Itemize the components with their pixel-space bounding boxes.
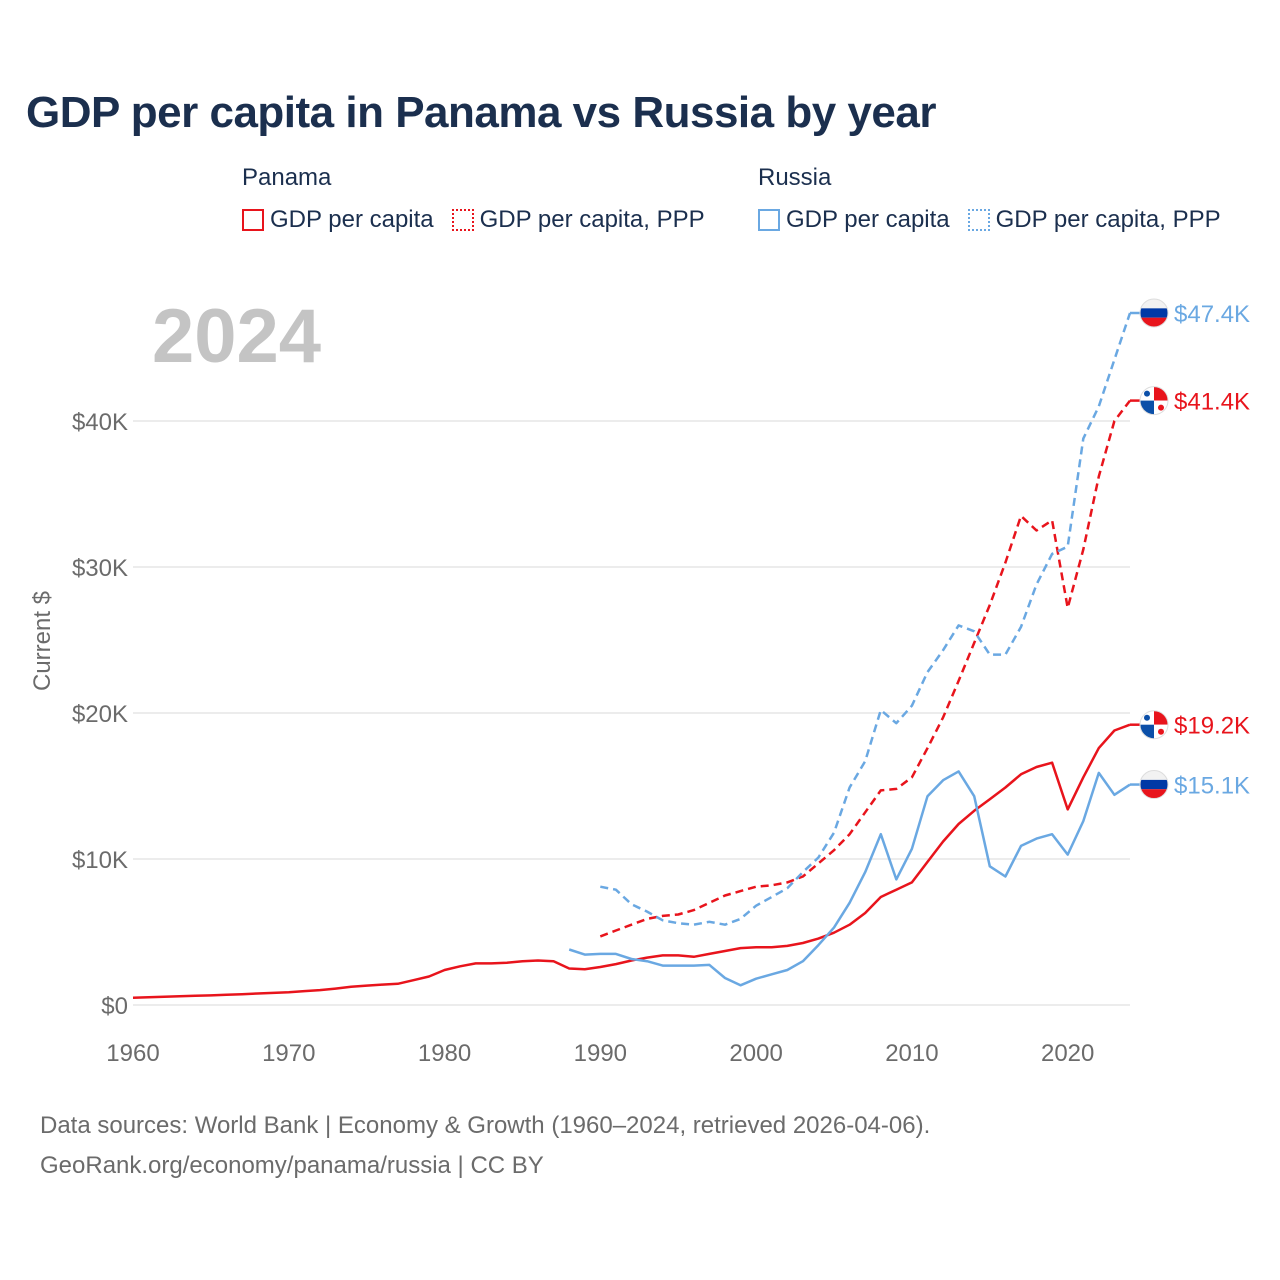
russia-flag bbox=[1139, 770, 1169, 800]
legend-panama-label: Panama bbox=[242, 164, 332, 191]
x-tick-label: 2000 bbox=[729, 1040, 782, 1067]
series-end-value-label: $15.1K bbox=[1174, 773, 1250, 800]
chart-title: GDP per capita in Panama vs Russia by ye… bbox=[26, 88, 936, 137]
legend-panama: Panama GDP per capita GDP per capita, PP… bbox=[242, 164, 705, 234]
legend-panama-gdp[interactable]: GDP per capita bbox=[242, 206, 434, 234]
legend-swatch-panama-ppp bbox=[451, 209, 474, 231]
legend-swatch-panama-gdp bbox=[242, 209, 264, 231]
legend-russia-ppp-label: GDP per capita, PPP bbox=[995, 206, 1221, 233]
legend-russia-gdp[interactable]: GDP per capita bbox=[758, 206, 950, 234]
series-line-panama-gdp-per-capita bbox=[132, 723, 1131, 999]
panama-flag bbox=[1139, 710, 1169, 740]
legend-panama-ppp[interactable]: GDP per capita, PPP bbox=[451, 206, 705, 234]
series-end-value-label: $41.4K bbox=[1174, 389, 1250, 416]
y-tick-label: $30K bbox=[72, 555, 128, 582]
grid-lines bbox=[133, 420, 1130, 1006]
series-end-value-label: $47.4K bbox=[1174, 301, 1250, 328]
legend-russia-gdp-label: GDP per capita bbox=[786, 206, 950, 233]
source-line-2[interactable]: GeoRank.org/economy/panama/russia | CC B… bbox=[40, 1152, 544, 1179]
x-tick-label: 2010 bbox=[885, 1040, 938, 1067]
legend-swatch-russia-gdp bbox=[758, 209, 780, 231]
x-axis: 1960 1970 1980 1990 2000 2010 2020 bbox=[106, 1040, 1094, 1067]
series-line-panama-gdp-per-capita-ppp bbox=[599, 399, 1131, 938]
y-tick-label: $40K bbox=[72, 409, 128, 436]
legend-russia-label: Russia bbox=[758, 164, 832, 191]
y-tick-label: $10K bbox=[72, 847, 128, 874]
legend-swatch-russia-ppp bbox=[967, 209, 990, 231]
legend-panama-gdp-label: GDP per capita bbox=[270, 206, 434, 233]
x-tick-label: 2020 bbox=[1041, 1040, 1094, 1067]
series-end-value-label: $19.2K bbox=[1174, 713, 1250, 740]
legend-panama-ppp-label: GDP per capita, PPP bbox=[479, 206, 705, 233]
source-note: Data sources: World Bank | Economy & Gro… bbox=[40, 1106, 930, 1186]
y-axis: $0 $10K $20K $30K $40K bbox=[72, 409, 128, 1020]
y-tick-label: $0 bbox=[101, 993, 128, 1020]
source-line-1: Data sources: World Bank | Economy & Gro… bbox=[40, 1112, 931, 1139]
series-lines bbox=[132, 312, 1132, 999]
x-tick-label: 1970 bbox=[262, 1040, 315, 1067]
x-tick-label: 1990 bbox=[574, 1040, 627, 1067]
y-tick-label: $20K bbox=[72, 701, 128, 728]
x-tick-label: 1980 bbox=[418, 1040, 471, 1067]
legend-russia: Russia GDP per capita GDP per capita, PP… bbox=[758, 164, 1221, 234]
legend-russia-ppp[interactable]: GDP per capita, PPP bbox=[967, 206, 1221, 234]
series-line-russia-gdp-per-capita-ppp bbox=[600, 312, 1132, 926]
y-axis-title: Current $ bbox=[29, 591, 56, 691]
year-label: 2024 bbox=[152, 294, 321, 379]
russia-flag bbox=[1139, 298, 1169, 328]
x-tick-label: 1960 bbox=[106, 1040, 159, 1067]
end-markers: $19.2K $41.4K $15.1K $47.4K bbox=[1130, 298, 1250, 800]
panama-flag bbox=[1139, 386, 1169, 416]
series-line-russia-gdp-per-capita bbox=[568, 770, 1131, 987]
